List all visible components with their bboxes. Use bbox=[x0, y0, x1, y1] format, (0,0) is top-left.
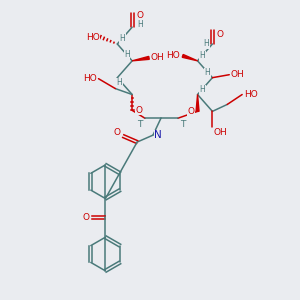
Text: O: O bbox=[217, 30, 224, 39]
Text: HO: HO bbox=[83, 74, 96, 83]
Text: H: H bbox=[204, 40, 209, 49]
Text: HO: HO bbox=[166, 51, 180, 60]
Text: H: H bbox=[124, 50, 130, 59]
Text: N: N bbox=[154, 130, 162, 140]
Text: T: T bbox=[137, 120, 143, 129]
Text: HO: HO bbox=[244, 90, 258, 99]
Text: H: H bbox=[205, 68, 210, 77]
Polygon shape bbox=[182, 55, 198, 61]
Text: HO: HO bbox=[86, 33, 99, 42]
Text: H: H bbox=[137, 20, 143, 29]
Text: O: O bbox=[136, 11, 144, 20]
Text: OH: OH bbox=[214, 128, 227, 137]
Text: O: O bbox=[82, 213, 89, 222]
Text: T: T bbox=[180, 120, 185, 129]
Text: OH: OH bbox=[230, 70, 244, 79]
Polygon shape bbox=[132, 56, 149, 61]
Text: O: O bbox=[136, 106, 142, 115]
Text: H: H bbox=[116, 78, 122, 87]
Text: H: H bbox=[200, 51, 206, 60]
Text: OH: OH bbox=[150, 53, 164, 62]
Text: H: H bbox=[119, 34, 125, 43]
Text: O: O bbox=[187, 107, 194, 116]
Polygon shape bbox=[196, 94, 199, 111]
Text: O: O bbox=[114, 128, 121, 137]
Text: H: H bbox=[200, 85, 206, 94]
